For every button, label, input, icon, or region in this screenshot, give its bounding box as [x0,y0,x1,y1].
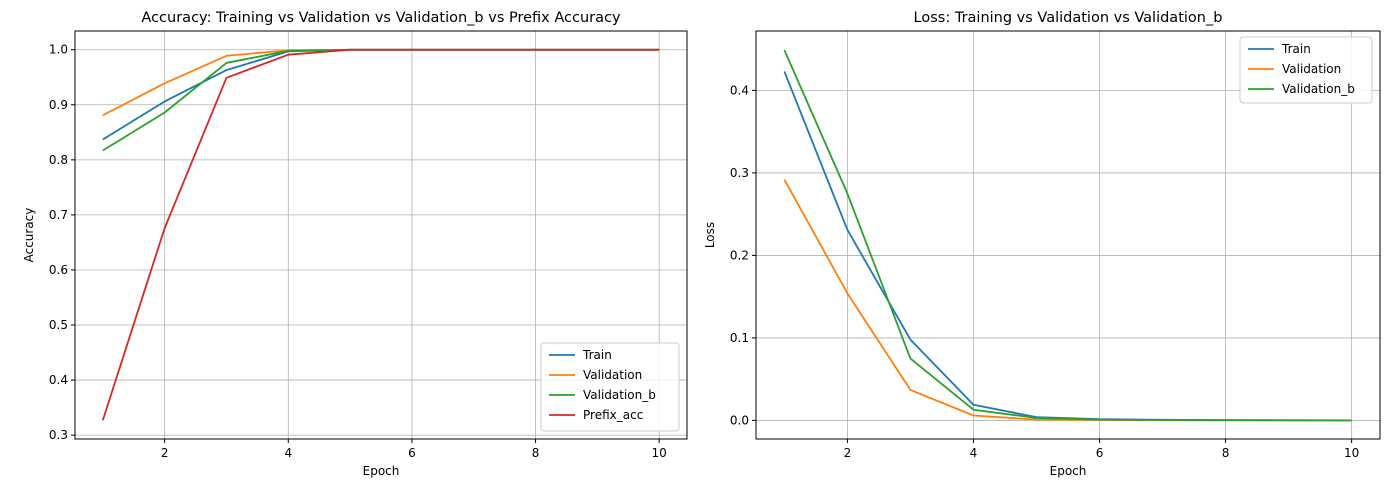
y-tick-label: 0.2 [730,248,749,262]
x-tick-label: 2 [161,446,169,460]
legend-label: Prefix_acc [583,408,643,422]
legend-label: Validation_b [583,388,656,402]
loss-chart: 2 4 6 8 10 0.0 0.1 0.2 0.3 0.4 Loss: Training vs V… [703,10,1381,478]
legend-label: Validation [583,368,642,382]
loss-chart-title: Loss: Training vs Validation vs Validati… [914,10,1223,26]
y-tick-label: 0.4 [49,373,68,387]
accuracy-series-line-prefix-acc [101,48,660,421]
legend-label: Validation [1282,62,1341,76]
loss-series-line-validation [783,179,1352,422]
legend-label: Train [1281,42,1311,56]
y-tick-label: 0.3 [49,428,68,442]
y-tick-label: 0.4 [730,83,749,97]
y-tick-label: 0.9 [49,98,68,112]
y-tick-label: 0.1 [730,331,749,345]
accuracy-axes-frame [74,30,688,440]
y-tick-label: 0.0 [730,413,749,427]
loss-x-axis-label: Epoch [1050,464,1087,478]
loss-series-line-train [783,71,1352,422]
loss-series-line-validation-b [783,49,1352,422]
legend-box [540,342,680,432]
legend-label: Validation_b [1282,82,1355,96]
loss-legend: Train Validation Validation_b [1239,36,1373,104]
y-tick-label: 0.6 [49,263,68,277]
loss-axes-frame [755,30,1381,440]
x-tick-label: 8 [532,446,540,460]
loss-grid [756,31,1380,439]
y-tick-label: 0.8 [49,153,68,167]
accuracy-x-axis-label: Epoch [363,464,400,478]
x-tick-label: 6 [408,446,416,460]
x-tick-label: 10 [1344,446,1359,460]
y-tick-label: 0.3 [730,166,749,180]
x-tick-label: 2 [844,446,852,460]
y-tick-label: 0.7 [49,208,68,222]
x-tick-label: 8 [1222,446,1230,460]
x-tick-label: 4 [970,446,978,460]
x-tick-label: 6 [1096,446,1104,460]
accuracy-series-line-validation-b [102,48,660,152]
x-tick-label: 10 [652,446,667,460]
accuracy-chart: 2 4 6 8 10 0.3 0.4 0.5 0.6 0.7 0.8 0.9 1.0 Accuracy: … [22,10,688,478]
y-tick-label: 0.5 [49,318,68,332]
legend-box [1239,36,1373,104]
accuracy-legend: Train Validation Validation_b Prefix_acc [540,342,680,432]
x-tick-label: 4 [284,446,292,460]
accuracy-y-axis-label: Accuracy [22,208,36,263]
accuracy-series-line-validation [102,48,660,117]
legend-label: Train [582,348,612,362]
y-tick-label: 1.0 [49,43,68,57]
loss-y-axis-label: Loss [703,222,717,248]
accuracy-chart-title: Accuracy: Training vs Validation vs Vali… [141,10,621,26]
